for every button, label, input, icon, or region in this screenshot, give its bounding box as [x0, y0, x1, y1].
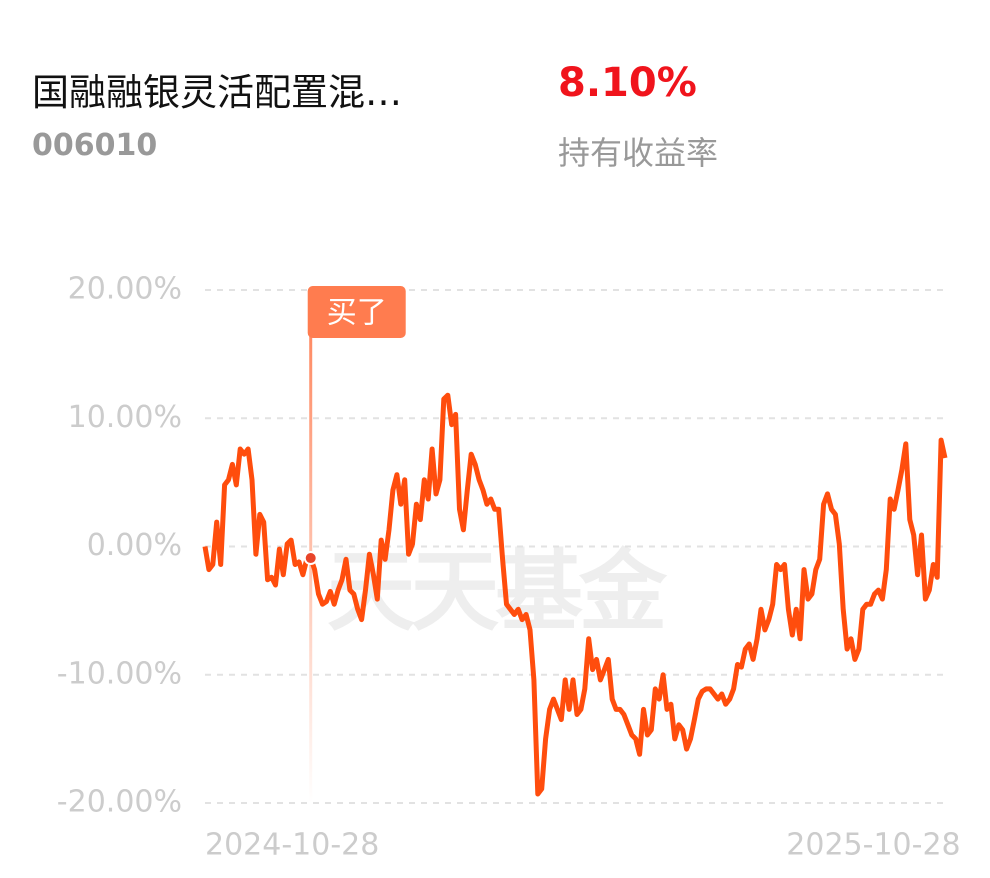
return-line: [202, 392, 948, 797]
buy-tag: [307, 286, 406, 338]
buy-point: [303, 551, 318, 566]
y-tick-label: 10.00%: [68, 400, 182, 435]
y-tick-label: 0.00%: [87, 528, 182, 563]
fund-name: 国融融银灵活配置混…: [32, 71, 402, 114]
y-tick-label: 20.00%: [68, 272, 182, 307]
fund-code: 006010: [32, 128, 158, 163]
x-tick-label: 2024-10-28: [205, 828, 379, 863]
x-tick-label: 2025-10-28: [786, 828, 960, 863]
buy-tag-text: 买了: [327, 296, 387, 331]
holding-return-label: 持有收益率: [558, 134, 719, 172]
y-tick-label: -10.00%: [57, 656, 182, 691]
y-tick-label: -20.00%: [57, 785, 182, 820]
holding-return: 8.10%: [558, 60, 697, 106]
